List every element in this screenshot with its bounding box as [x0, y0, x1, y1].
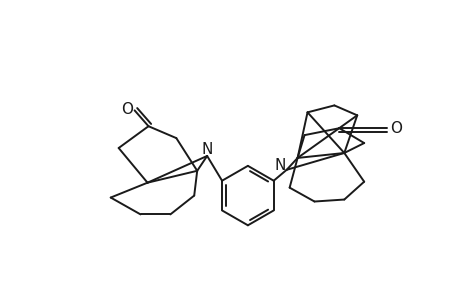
Text: O: O: [389, 121, 401, 136]
Text: N: N: [274, 158, 285, 173]
Text: O: O: [120, 102, 132, 117]
Text: N: N: [201, 142, 213, 157]
